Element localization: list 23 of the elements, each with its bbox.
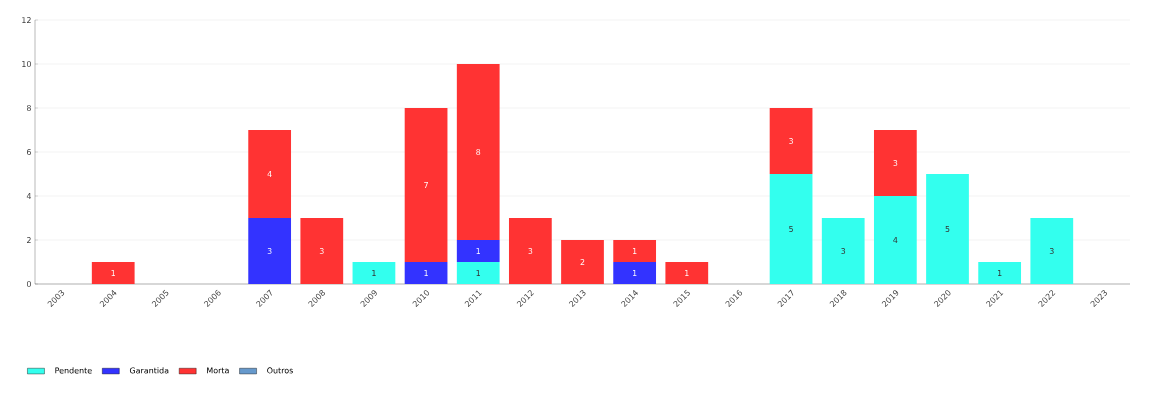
- bar: [456, 262, 500, 284]
- bar: [926, 174, 969, 284]
- bar: [91, 262, 135, 284]
- bar: [352, 262, 396, 284]
- bar: [248, 218, 292, 284]
- bar: [508, 218, 552, 284]
- bar: [404, 108, 448, 262]
- bar: [821, 218, 865, 284]
- bar: [248, 130, 292, 218]
- bar: [456, 240, 500, 262]
- bar: [561, 240, 604, 284]
- bar: [1030, 218, 1074, 284]
- bar: [873, 196, 917, 284]
- bar: [613, 240, 657, 262]
- bar: [769, 174, 813, 284]
- bar: [978, 262, 1022, 284]
- bar: [456, 64, 500, 240]
- bar: [613, 262, 657, 284]
- bar: [665, 262, 709, 284]
- bar: [873, 130, 917, 196]
- bar: [769, 108, 813, 174]
- bar: [300, 218, 344, 284]
- bar: [404, 262, 448, 284]
